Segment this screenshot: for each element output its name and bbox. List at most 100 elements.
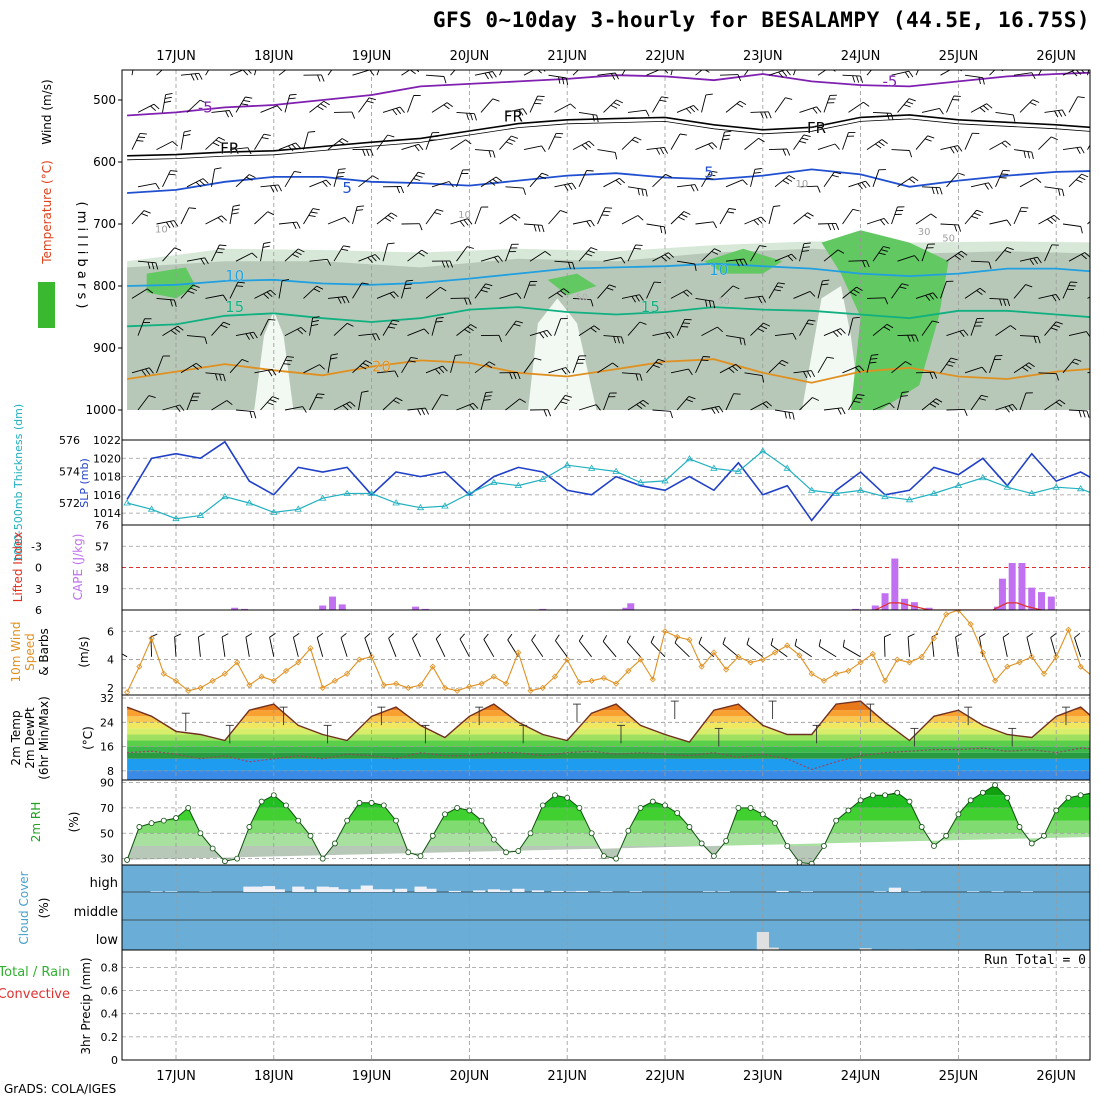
wind-barb (309, 258, 328, 262)
wind-barb (621, 136, 636, 150)
rh-tick-label: 50 (100, 827, 114, 840)
wind-speed-marker (979, 649, 986, 656)
wind-barb (435, 638, 446, 657)
wind-barb-flag (808, 319, 816, 322)
wind-barb-flag (336, 175, 344, 178)
wind-barb-flag (827, 223, 832, 231)
wind-barb-flag (341, 138, 349, 143)
wind-barb-flag (705, 93, 713, 96)
wind-barb-flag (711, 142, 718, 148)
wind-barb-flag (812, 397, 819, 401)
wind-barb (499, 135, 512, 150)
wind-barb-flag (269, 633, 276, 638)
wind-barb (131, 288, 148, 299)
wind-barb-flag (735, 363, 742, 370)
thickness-axis-label: 1000-500mb Thickness (dm) (12, 404, 25, 562)
rh-marker (979, 789, 986, 796)
wind-barb-flag (245, 96, 253, 99)
wind-barb-flag (1035, 177, 1042, 183)
wind-barb (701, 326, 718, 336)
wind-barb-flag (514, 213, 521, 219)
wind-barb-flag (981, 394, 989, 398)
wind-barb-flag (384, 217, 392, 222)
precip-convective-label: Convective (0, 987, 70, 1002)
wind-barb (450, 355, 456, 373)
thickness-marker (1003, 483, 1012, 490)
wind-barb-flag (362, 362, 370, 367)
wind-barb (211, 110, 230, 113)
wind-speed-marker (894, 656, 901, 663)
series-line-Thickness (126, 450, 1090, 520)
rh-marker (405, 849, 412, 856)
wind-barb-flag (263, 293, 270, 299)
wind-barb (866, 217, 885, 225)
wind-barb-flag (287, 145, 294, 152)
wind-barb-flag (1050, 632, 1057, 638)
wind-barb-flag (1051, 136, 1058, 141)
wind-barb (768, 70, 787, 76)
rh-units-label: (%) (67, 812, 81, 833)
wind-barb-flag (174, 633, 182, 638)
cape-bar (328, 596, 336, 610)
wind-barb-flag (388, 326, 396, 329)
high-cloud-bar (600, 891, 613, 892)
wind-barb (1019, 177, 1036, 188)
wind-barb-flag (464, 298, 468, 305)
wind-barb-flag (372, 333, 377, 341)
wind-barb-flag (856, 286, 863, 291)
wind-barb-flag (979, 633, 986, 638)
wind-barb (499, 292, 517, 299)
wind-barb-flag (613, 102, 621, 107)
wind-barb (1068, 331, 1087, 337)
wind-barb-flag (782, 70, 788, 77)
wind-barb-flag (957, 145, 963, 152)
contour-label: 30 (918, 227, 931, 238)
wind-barb-flag (537, 95, 545, 98)
wind-barb-flag (270, 185, 275, 193)
wind-barb-flag (554, 136, 562, 138)
wind-barb (333, 169, 340, 187)
wind-barb-flag (806, 322, 814, 326)
wind-speed-marker (735, 653, 742, 660)
wind-barb (744, 70, 749, 76)
wind-barb-flag (556, 132, 564, 135)
wind-barb-flag (291, 143, 298, 150)
wind-barb (603, 99, 617, 113)
wind-barb-flag (468, 297, 472, 305)
wind-barb-flag (680, 213, 688, 218)
wind-barb (1013, 284, 1026, 299)
wind-barb (548, 133, 557, 150)
wind-barb-flag (511, 135, 519, 139)
wind-barb-flag (884, 633, 891, 638)
wind-barb-flag (505, 141, 513, 145)
wind-barb (425, 365, 443, 374)
cape-panel (122, 525, 1090, 610)
wind-speed-marker (258, 673, 265, 680)
wind-barb-flag (276, 105, 283, 112)
wind-barb-flag (563, 288, 570, 294)
wind-barb-flag (225, 110, 230, 118)
wind-barb (695, 297, 714, 302)
cape-bar (412, 606, 420, 610)
date-label-top: 26JUN (1036, 49, 1076, 64)
wind-barb-flag (801, 250, 809, 252)
wind-barb (1087, 144, 1090, 150)
wind-barb-flag (760, 216, 767, 223)
wind-barb-flag (215, 251, 223, 254)
wind-barb-flag (1004, 140, 1011, 146)
wind-barb-flag (220, 324, 228, 329)
wind-barb-flag (194, 73, 199, 81)
wind-barb-flag (713, 221, 717, 229)
wind-barb-flag (855, 397, 863, 400)
wind-speed-marker (221, 670, 228, 677)
wind-barb (229, 359, 243, 374)
high-cloud-bar (150, 891, 163, 892)
wind-barb-flag (459, 220, 465, 227)
wind-speed-marker (160, 670, 167, 677)
wind-barb-flag (1055, 294, 1061, 301)
wind-barb (1019, 256, 1038, 262)
wind-barb-flag (362, 149, 366, 157)
wind-barb (799, 319, 809, 336)
wind-speed-marker (185, 687, 192, 694)
rh-marker (821, 843, 827, 849)
